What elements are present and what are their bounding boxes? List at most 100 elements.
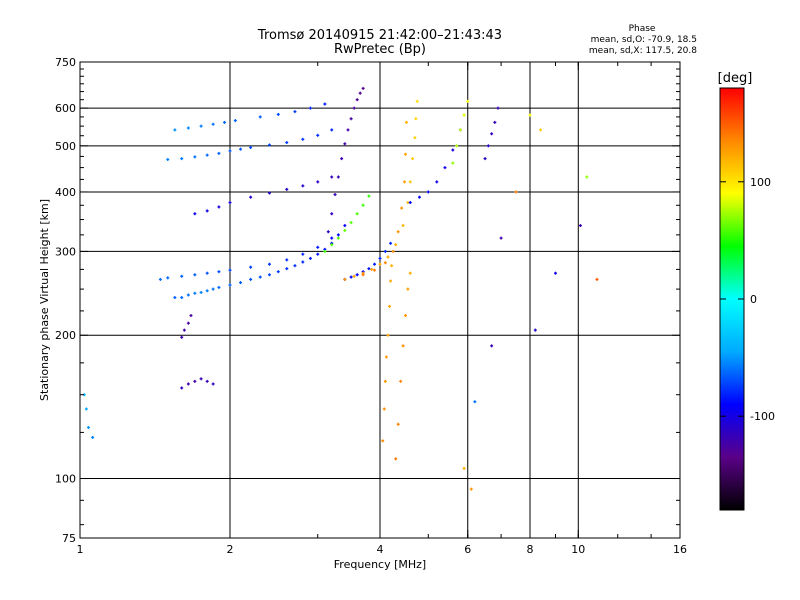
data-point [528,113,532,117]
data-point [403,180,407,184]
data-point [249,195,253,199]
data-point [426,190,430,194]
data-point [180,386,184,390]
data-point [490,132,494,136]
data-point [466,99,470,103]
y-tick-label: 400 [55,186,76,199]
data-point [383,379,387,383]
x-tick-label: 6 [464,543,471,556]
axis-ticks [79,61,681,539]
data-point [370,267,374,271]
data-point [451,148,455,152]
data-point [285,267,289,271]
data-point [394,243,398,247]
data-point [285,258,289,262]
data-point [308,106,312,110]
data-point [330,128,334,132]
data-point [186,293,190,297]
data-point [352,274,356,278]
data-point [173,296,177,300]
chart-subtitle: RwPretec (Bp) [334,42,426,57]
x-tick-label: 4 [377,543,384,556]
data-point [330,236,334,240]
x-tick-label: 2 [227,543,234,556]
data-points [82,86,599,491]
data-point [301,252,305,256]
data-point [308,256,312,260]
data-point [258,115,262,119]
data-point [330,212,334,216]
data-point [158,277,162,281]
data-point [180,335,184,339]
data-point [381,439,385,443]
data-point [378,256,382,260]
data-point [199,377,203,381]
data-point [396,422,400,426]
grid-lines [80,62,680,538]
data-point [404,120,408,124]
data-point [186,126,190,130]
data-point [323,249,327,253]
colorbar-label: [deg] [718,71,753,86]
data-point [391,249,395,253]
y-tick-label: 75 [62,532,76,545]
data-point [367,194,371,198]
data-point [323,102,327,106]
colorbar-ticks: 100 0 -100 [720,176,775,423]
data-point [228,149,232,153]
data-point [330,243,334,247]
data-point [499,236,503,240]
data-point [539,128,543,132]
data-point [349,117,353,121]
data-point [349,275,353,279]
data-point [217,205,221,209]
colorbar: [deg] 100 0 -100 [718,71,775,511]
colorbar-tick-label: -100 [750,410,775,423]
data-point [276,112,280,116]
data-point [401,224,405,228]
x-tick-label: 8 [527,543,534,556]
data-point [458,128,462,132]
data-point [355,98,359,102]
data-point [355,212,359,216]
data-point [343,277,347,281]
data-point [373,262,377,266]
data-point [595,277,599,281]
data-point [211,287,215,291]
colorbar-tick-label: 0 [750,293,757,306]
data-point [408,271,412,275]
y-tick-label: 300 [55,245,76,258]
data-point [199,124,203,128]
data-point [239,147,243,151]
data-point [373,268,377,272]
data-point [386,333,390,337]
data-point [361,86,365,90]
data-point [217,270,221,274]
data-point [186,321,190,325]
data-point [205,289,209,293]
data-point [205,153,209,157]
data-point [267,191,271,195]
data-point [199,290,203,294]
data-point [462,113,466,117]
data-point [301,137,305,141]
data-point [384,355,388,359]
data-point [358,91,362,95]
data-point [400,206,404,210]
y-tick-label: 600 [55,102,76,115]
data-point [267,273,271,277]
data-point [193,273,197,277]
data-point [336,236,340,240]
data-point [403,314,407,318]
data-point [205,379,209,383]
data-point [382,407,386,411]
data-point [486,144,490,148]
data-point [193,291,197,295]
data-point [228,268,232,272]
data-point [415,99,419,103]
data-point [462,466,466,470]
data-point [483,157,487,161]
data-point [86,425,90,429]
data-point [355,273,359,277]
